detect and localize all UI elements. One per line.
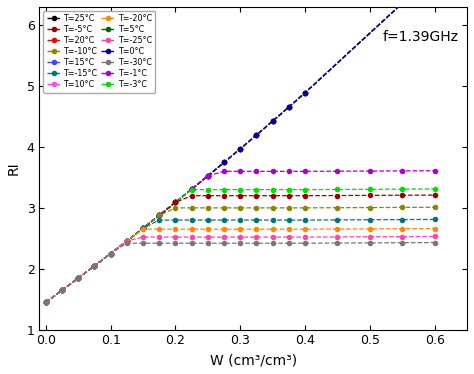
Y-axis label: RI: RI bbox=[7, 162, 21, 175]
Text: f=1.39GHz: f=1.39GHz bbox=[383, 30, 458, 43]
Legend: T=25°C, T=-5°C, T=20°C, T=-10°C, T=15°C, T=-15°C, T=10°C, T=-20°C, T=5°C, T=-25°: T=25°C, T=-5°C, T=20°C, T=-10°C, T=15°C,… bbox=[44, 11, 155, 92]
X-axis label: W (cm³/cm³): W (cm³/cm³) bbox=[210, 353, 297, 367]
